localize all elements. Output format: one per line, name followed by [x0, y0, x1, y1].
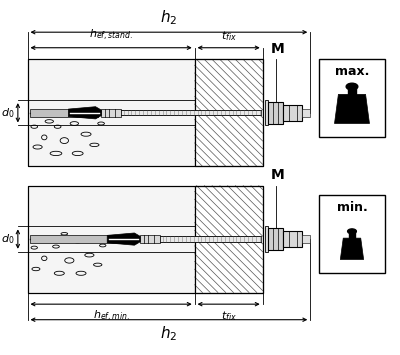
Text: h$_{ef, stand.}$: h$_{ef, stand.}$ [89, 28, 133, 43]
Bar [283, 231, 302, 247]
Bar [264, 100, 268, 125]
Bar [160, 236, 261, 242]
Bar [30, 235, 136, 243]
Ellipse shape [76, 271, 86, 275]
Ellipse shape [74, 240, 82, 243]
Ellipse shape [33, 145, 42, 149]
Ellipse shape [53, 245, 59, 248]
Ellipse shape [31, 125, 38, 128]
Text: max.: max. [335, 65, 369, 77]
Text: M: M [270, 42, 284, 55]
Ellipse shape [47, 237, 55, 241]
Bar [28, 186, 263, 293]
Ellipse shape [32, 267, 40, 271]
Ellipse shape [98, 122, 104, 125]
Ellipse shape [81, 132, 91, 136]
Bar [101, 109, 121, 117]
Ellipse shape [50, 151, 62, 155]
Ellipse shape [42, 256, 47, 261]
Ellipse shape [72, 151, 83, 155]
Polygon shape [107, 233, 140, 245]
Bar [28, 59, 195, 166]
Ellipse shape [348, 229, 356, 234]
Text: min.: min. [337, 201, 367, 214]
Ellipse shape [42, 135, 47, 140]
Bar [319, 195, 385, 273]
Ellipse shape [85, 253, 94, 257]
Polygon shape [334, 94, 370, 124]
Ellipse shape [45, 120, 54, 123]
Text: M: M [270, 168, 284, 182]
Bar [195, 186, 263, 293]
Bar [140, 235, 160, 243]
Ellipse shape [58, 114, 64, 116]
Bar [348, 87, 356, 94]
Ellipse shape [94, 263, 102, 266]
Bar [283, 105, 302, 121]
Bar [302, 235, 310, 243]
Text: d$_0$: d$_0$ [1, 232, 15, 246]
Bar [28, 186, 195, 293]
Ellipse shape [60, 138, 68, 143]
Text: d$_0$: d$_0$ [1, 106, 15, 120]
Polygon shape [340, 238, 364, 260]
Text: h$_{ef, min.}$: h$_{ef, min.}$ [93, 309, 130, 324]
Ellipse shape [38, 114, 44, 116]
Text: h$_2$: h$_2$ [160, 9, 178, 27]
Bar [195, 59, 263, 166]
Bar [195, 59, 263, 166]
Ellipse shape [54, 125, 61, 128]
Ellipse shape [346, 83, 358, 90]
Polygon shape [68, 107, 101, 119]
Bar [30, 109, 98, 116]
Bar [349, 231, 355, 238]
Text: t$_{fix}$: t$_{fix}$ [221, 29, 237, 43]
Ellipse shape [100, 244, 106, 247]
Ellipse shape [61, 233, 68, 235]
Ellipse shape [31, 246, 38, 249]
Bar [268, 102, 283, 124]
Bar [195, 186, 263, 293]
Ellipse shape [70, 122, 78, 125]
Bar [264, 226, 268, 252]
Bar [121, 110, 261, 115]
Ellipse shape [65, 258, 74, 263]
Ellipse shape [90, 143, 99, 147]
Bar [319, 59, 385, 137]
Text: h$_2$: h$_2$ [160, 324, 178, 343]
Bar [28, 59, 263, 166]
Text: t$_{fix}$: t$_{fix}$ [221, 309, 237, 323]
Bar [268, 228, 283, 250]
Ellipse shape [54, 271, 64, 275]
Bar [302, 109, 310, 117]
